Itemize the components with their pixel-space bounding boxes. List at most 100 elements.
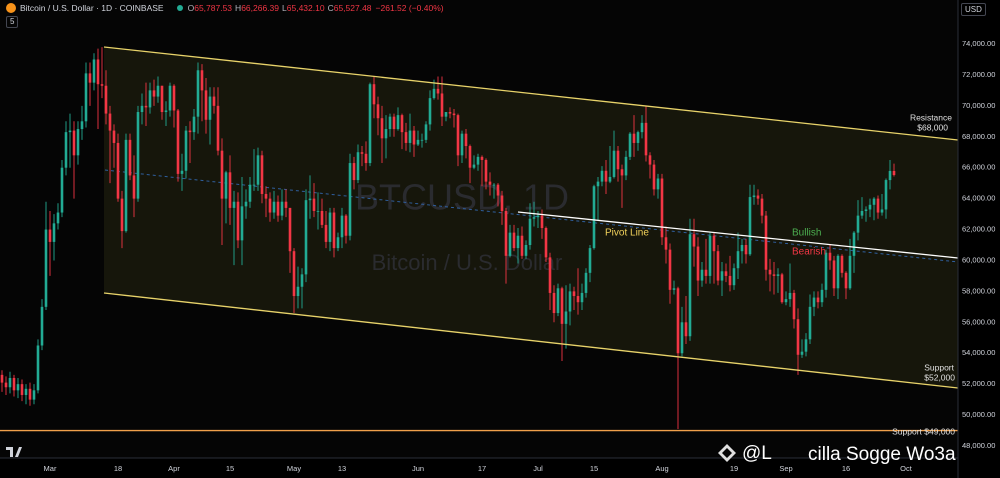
candle-body	[412, 130, 416, 145]
candle-body	[404, 132, 408, 143]
y-tick-label: 60,000.00	[962, 255, 995, 264]
candle-body	[68, 130, 72, 133]
candle-body	[516, 235, 520, 249]
candle-body	[328, 212, 332, 242]
candle-body	[292, 251, 296, 297]
candle-body	[60, 167, 64, 213]
candle-body	[232, 201, 236, 208]
ohlc-item: H66,266.39	[235, 3, 279, 13]
candle-body	[40, 306, 44, 346]
ohlc-key: H	[235, 3, 242, 13]
candle-body	[300, 274, 304, 287]
candle-body	[444, 112, 448, 117]
candle-body	[180, 170, 184, 174]
candle-body	[236, 201, 240, 241]
candle-body	[708, 235, 712, 276]
bullish-label: Bullish	[792, 228, 821, 239]
indicators-toggle[interactable]: 5	[6, 16, 19, 28]
candle-body	[368, 84, 372, 164]
candle-body	[168, 85, 172, 111]
candle-body	[344, 215, 348, 236]
candle-body	[420, 139, 424, 141]
candle-body	[140, 105, 144, 113]
candle-body	[888, 170, 892, 181]
candle-body	[812, 297, 816, 307]
candle-body	[588, 248, 592, 273]
candle-body	[688, 234, 692, 337]
candle-body	[352, 163, 356, 181]
candle-body	[472, 164, 476, 168]
candle-body	[580, 292, 584, 303]
candle-body	[164, 110, 168, 113]
watermark-name: Bitcoin / U.S. Dollar	[372, 250, 563, 275]
candle-body	[272, 201, 276, 213]
candle-body	[388, 116, 392, 130]
candle-body	[748, 197, 752, 255]
candle-body	[552, 292, 556, 314]
candle-body	[604, 170, 608, 182]
candle-body	[820, 289, 824, 303]
candle-body	[152, 90, 156, 97]
candle-body	[512, 232, 516, 249]
legend-header: Bitcoin / U.S. Dollar · 1D · COINBASE O6…	[6, 3, 444, 13]
candle-body	[176, 110, 180, 174]
candle-body	[416, 139, 420, 145]
candle-body	[720, 271, 724, 281]
x-tick-label: 18	[114, 464, 122, 473]
candle-body	[712, 235, 716, 252]
y-tick-label: 74,000.00	[962, 39, 995, 48]
candle-body	[296, 286, 300, 297]
candle-body	[256, 155, 260, 185]
candle-body	[684, 322, 688, 337]
candle-body	[772, 274, 776, 276]
overlay-name: cilla Sogge Wo3a	[808, 444, 956, 465]
candle-body	[876, 198, 880, 213]
candle-body	[376, 104, 380, 119]
candle-body	[636, 132, 640, 143]
x-tick-label: 19	[730, 464, 738, 473]
candle-body	[832, 260, 836, 289]
candle-body	[80, 121, 84, 130]
candle-body	[632, 133, 636, 143]
y-tick-label: 58,000.00	[962, 286, 995, 295]
candle-body	[452, 113, 456, 116]
x-tick-label: 16	[842, 464, 850, 473]
candle-body	[572, 291, 576, 297]
candle-body	[568, 291, 572, 312]
support-line	[103, 292, 959, 389]
candle-body	[460, 133, 464, 156]
candle-body	[532, 217, 536, 219]
candle-body	[676, 288, 680, 354]
ohlc-value: 65,527.48	[333, 3, 372, 13]
candle-body	[488, 181, 492, 185]
candle-body	[796, 319, 800, 355]
x-tick-label: Jul	[533, 464, 543, 473]
candle-body	[188, 130, 192, 133]
candle-body	[872, 198, 876, 205]
candle-body	[508, 232, 512, 256]
candle-body	[760, 198, 764, 216]
resistance-price: $68,000	[917, 122, 948, 132]
candle-body	[792, 292, 796, 320]
ohlc-item: L65,432.10	[282, 3, 325, 13]
candle-body	[76, 129, 80, 156]
candle-body	[304, 200, 308, 275]
candle-body	[320, 210, 324, 225]
y-tick-label: 56,000.00	[962, 317, 995, 326]
candle-body	[4, 382, 8, 388]
candle-body	[620, 169, 624, 176]
currency-button[interactable]: USD	[961, 3, 986, 16]
candle-body	[316, 210, 320, 212]
candle-body	[276, 201, 280, 216]
candle-body	[500, 195, 504, 211]
candle-body	[528, 218, 532, 246]
candle-body	[144, 105, 148, 108]
candle-body	[20, 384, 24, 395]
ohlc-key: O	[187, 3, 195, 13]
x-tick-label: 15	[590, 464, 598, 473]
candle-body	[12, 377, 16, 391]
candle-body	[560, 288, 564, 324]
candle-body	[216, 105, 220, 151]
candle-body	[16, 384, 20, 391]
